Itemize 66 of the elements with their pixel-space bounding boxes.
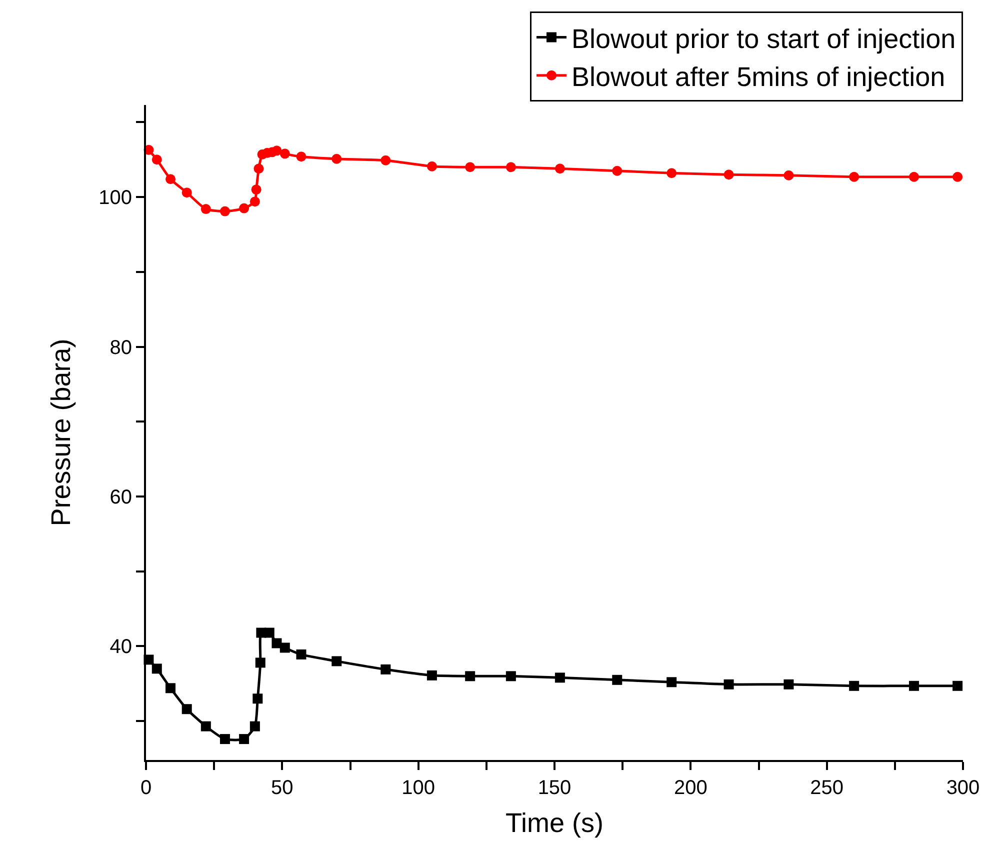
point: [252, 694, 263, 704]
point: [182, 704, 192, 714]
point: [666, 677, 677, 688]
point: [908, 680, 919, 691]
point: [220, 206, 230, 216]
point: [426, 670, 437, 680]
x-tick-label: 0: [140, 777, 152, 799]
point: [152, 154, 162, 165]
point: [220, 734, 230, 744]
y-tick-label: 60: [110, 486, 132, 508]
point: [255, 658, 266, 668]
point: [380, 664, 391, 674]
point: [849, 680, 860, 691]
point: [166, 174, 176, 184]
point: [182, 188, 192, 198]
point: [784, 679, 794, 690]
x-tick-label: 50: [271, 777, 294, 799]
point: [784, 170, 794, 180]
point: [152, 664, 162, 674]
y-axis-title: Pressure (bara): [46, 338, 76, 526]
point: [264, 628, 274, 638]
point: [280, 148, 290, 159]
point: [952, 172, 963, 182]
point: [280, 642, 290, 653]
point: [724, 679, 734, 690]
point: [272, 638, 282, 648]
point: [554, 672, 565, 683]
point: [332, 154, 342, 164]
point: [250, 196, 260, 207]
point: [666, 168, 677, 178]
point: [465, 162, 476, 172]
point: [554, 164, 565, 174]
point: [296, 649, 306, 660]
legend-label: Blowout after 5mins of injection: [572, 62, 946, 92]
y-tick-label: 40: [110, 636, 132, 658]
point: [200, 204, 211, 214]
point: [612, 674, 622, 685]
point: [506, 162, 516, 172]
point: [272, 146, 282, 156]
x-tick-label: 150: [538, 777, 572, 799]
point: [908, 172, 919, 182]
x-tick-label: 200: [674, 777, 708, 799]
point: [724, 170, 734, 180]
legend-label: Blowout prior to start of injection: [572, 24, 956, 54]
y-tick-label: 80: [110, 336, 132, 359]
point: [952, 680, 963, 691]
x-tick-label: 250: [810, 777, 844, 799]
point: [200, 721, 211, 732]
point: [332, 656, 342, 666]
point: [506, 671, 516, 682]
point: [251, 184, 262, 195]
x-tick-label: 300: [946, 777, 980, 799]
point: [166, 683, 176, 694]
point: [239, 203, 250, 214]
point: [612, 166, 622, 176]
x-tick-label: 100: [402, 777, 436, 799]
point: [250, 721, 260, 732]
x-axis-title: Time (s): [506, 808, 604, 838]
point: [254, 164, 264, 174]
point: [239, 734, 250, 744]
point: [849, 172, 860, 182]
y-tick-label: 100: [98, 187, 132, 210]
point: [296, 152, 306, 162]
point: [465, 671, 476, 682]
point: [426, 161, 437, 172]
point: [380, 155, 391, 166]
